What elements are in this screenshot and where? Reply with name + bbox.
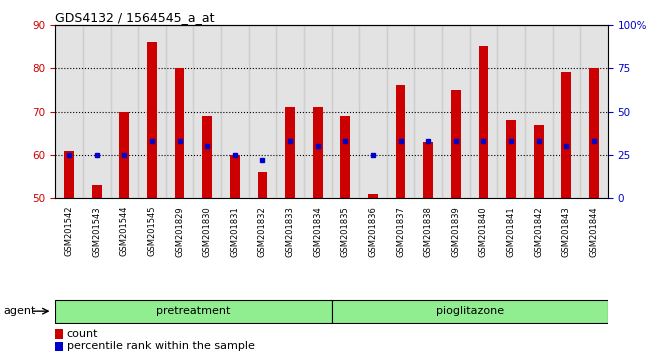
Bar: [83, 25, 111, 198]
Bar: [580, 25, 608, 198]
Bar: [313, 107, 322, 198]
Bar: [64, 150, 74, 198]
Bar: [534, 125, 543, 198]
Text: count: count: [67, 329, 98, 339]
Text: agent: agent: [3, 306, 36, 316]
Bar: [525, 25, 552, 198]
Bar: [55, 329, 62, 338]
Text: pioglitazone: pioglitazone: [436, 306, 504, 316]
Bar: [396, 85, 406, 198]
Bar: [442, 25, 469, 198]
Bar: [368, 194, 378, 198]
Bar: [589, 68, 599, 198]
Bar: [194, 25, 221, 198]
Bar: [248, 25, 276, 198]
Bar: [111, 25, 138, 198]
Bar: [230, 155, 240, 198]
Text: GDS4132 / 1564545_a_at: GDS4132 / 1564545_a_at: [55, 11, 214, 24]
Bar: [276, 25, 304, 198]
Bar: [469, 25, 497, 198]
Bar: [92, 185, 101, 198]
Bar: [202, 116, 212, 198]
Bar: [147, 42, 157, 198]
Bar: [332, 25, 359, 198]
Bar: [138, 25, 166, 198]
Bar: [120, 112, 129, 198]
Bar: [285, 107, 295, 198]
Bar: [175, 68, 185, 198]
Bar: [451, 90, 461, 198]
Bar: [506, 120, 516, 198]
Bar: [415, 25, 442, 198]
Bar: [257, 172, 267, 198]
FancyBboxPatch shape: [332, 300, 608, 322]
Bar: [423, 142, 433, 198]
Bar: [497, 25, 525, 198]
Bar: [552, 25, 580, 198]
Bar: [221, 25, 248, 198]
Bar: [55, 25, 83, 198]
Bar: [304, 25, 332, 198]
Bar: [562, 73, 571, 198]
Bar: [166, 25, 194, 198]
Bar: [478, 46, 488, 198]
Bar: [387, 25, 415, 198]
Bar: [55, 342, 62, 351]
Text: percentile rank within the sample: percentile rank within the sample: [67, 341, 255, 351]
Bar: [359, 25, 387, 198]
FancyBboxPatch shape: [55, 300, 332, 322]
Bar: [341, 116, 350, 198]
Text: pretreatment: pretreatment: [156, 306, 231, 316]
